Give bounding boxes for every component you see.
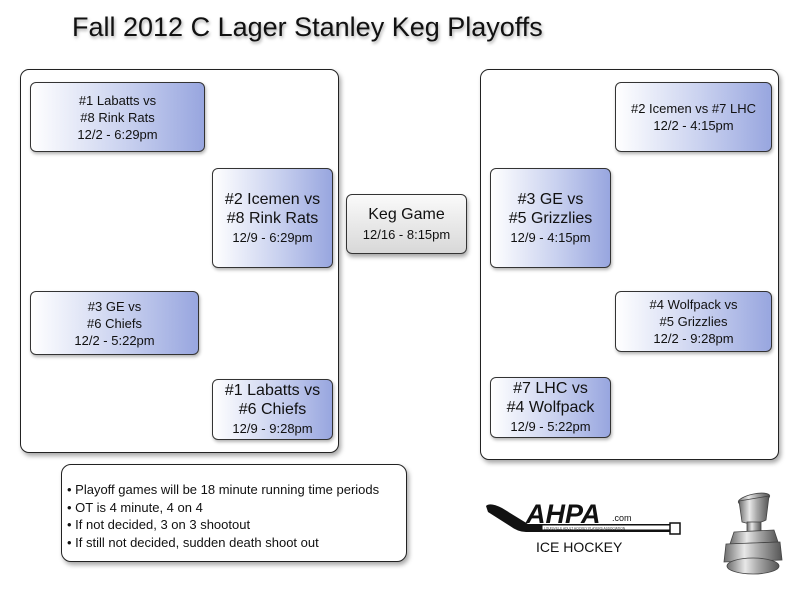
game-date: 12/2 - 9:28pm [653, 331, 734, 346]
game-line2: #8 Rink Rats [80, 109, 155, 125]
game-left-r1-2: #3 GE vs #6 Chiefs 12/2 - 5:22pm [30, 291, 199, 355]
ahpa-logo: AHPA .com LOUISVILLE ADULT HOCKEY PLAYER… [482, 494, 687, 558]
game-right-r2-2: #7 LHC vs #4 Wolfpack 12/9 - 5:22pm [490, 377, 611, 438]
game-line1: #2 Icemen vs #7 LHC [630, 101, 756, 116]
trophy-icon [714, 490, 786, 576]
game-left-r2-1: #2 Icemen vs #8 Rink Rats 12/9 - 6:29pm [212, 168, 333, 268]
game-right-r1-1: #2 Icemen vs #7 LHC 12/2 - 4:15pm [615, 82, 772, 152]
game-right-r1-2: #4 Wolfpack vs #5 Grizzlies 12/2 - 9:28p… [615, 291, 772, 352]
note-item: • Playoff games will be 18 minute runnin… [67, 482, 380, 497]
final-date: 12/16 - 8:15pm [362, 226, 451, 242]
game-right-r2-1: #3 GE vs #5 Grizzlies 12/9 - 4:15pm [490, 168, 611, 268]
note-item: • If still not decided, sudden death sho… [67, 534, 319, 550]
game-date: 12/9 - 9:28pm [232, 421, 313, 436]
logo-subtitle: ICE HOCKEY [536, 539, 623, 555]
game-line2: #8 Rink Rats [226, 209, 319, 227]
rules-notes: • Playoff games will be 18 minute runnin… [61, 464, 407, 562]
keg-game-final: Keg Game 12/16 - 8:15pm [346, 194, 467, 254]
game-line2: #4 Wolfpack [506, 399, 595, 416]
logo-fine-print: LOUISVILLE ADULT HOCKEY PLAYERS ASSOCIAT… [544, 527, 626, 531]
game-left-r1-1: #1 Labatts vs #8 Rink Rats 12/2 - 6:29pm [30, 82, 205, 152]
game-line1: #3 GE vs [87, 298, 142, 314]
game-line2: #5 Grizzlies [659, 314, 728, 329]
game-line1: #4 Wolfpack vs [649, 297, 738, 312]
game-line2: #6 Chiefs [87, 315, 142, 331]
game-line2: #5 Grizzlies [508, 209, 593, 227]
game-date: 12/9 - 5:22pm [510, 419, 591, 434]
game-date: 12/2 - 4:15pm [653, 118, 734, 133]
game-date: 12/2 - 6:29pm [77, 126, 158, 142]
game-line1: #1 Labatts vs [224, 382, 321, 399]
logo-suffix: .com [612, 513, 632, 523]
game-line1: #2 Icemen vs [224, 190, 321, 208]
game-line1: #1 Labatts vs [78, 92, 157, 108]
final-label: Keg Game [368, 205, 445, 223]
game-date: 12/9 - 4:15pm [510, 229, 591, 245]
game-date: 12/2 - 5:22pm [74, 332, 155, 348]
hockey-stick-icon: AHPA .com LOUISVILLE ADULT HOCKEY PLAYER… [486, 499, 681, 555]
note-item: • OT is 4 minute, 4 on 4 [67, 499, 203, 515]
game-left-r2-2: #1 Labatts vs #6 Chiefs 12/9 - 9:28pm [212, 379, 333, 440]
game-line1: #7 LHC vs [513, 380, 588, 397]
logo-text: AHPA [525, 499, 601, 529]
note-item: • If not decided, 3 on 3 shootout [67, 517, 251, 532]
page-title: Fall 2012 C Lager Stanley Keg Playoffs [72, 12, 543, 42]
game-line1: #3 GE vs [517, 190, 584, 208]
game-line2: #6 Chiefs [238, 401, 307, 418]
game-date: 12/9 - 6:29pm [232, 229, 313, 245]
